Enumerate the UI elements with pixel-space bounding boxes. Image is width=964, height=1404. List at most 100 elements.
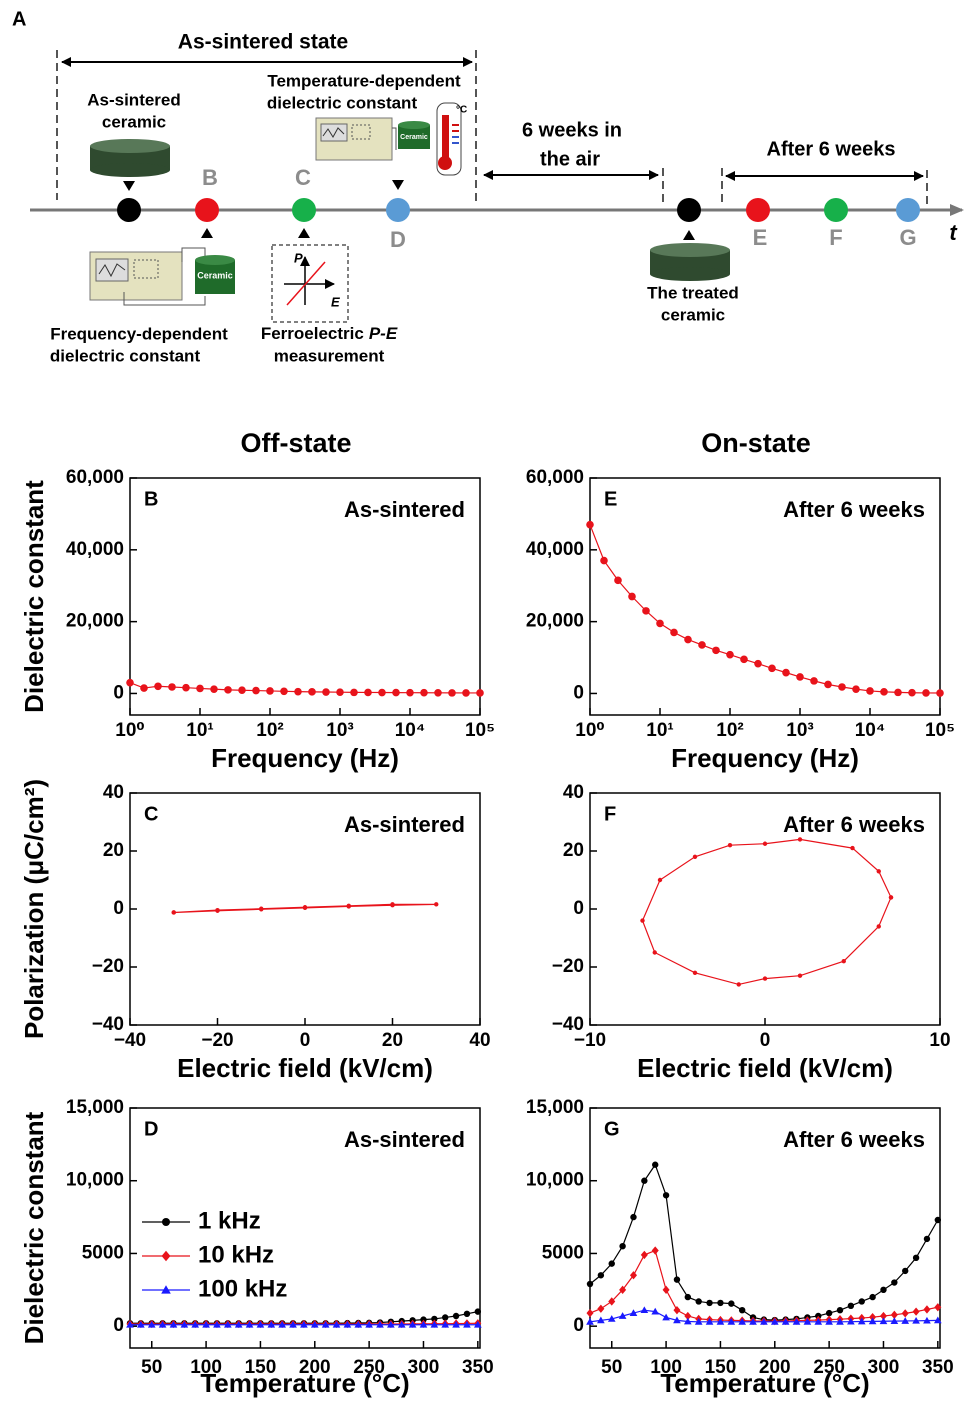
pointer (298, 228, 310, 238)
data-point (597, 1316, 605, 1324)
data-point (619, 1242, 626, 1250)
data-point (814, 1317, 823, 1325)
y-tick-label: −40 (92, 1014, 124, 1035)
keypad (133, 259, 159, 279)
instrument: Ceramic (315, 117, 430, 161)
x-tick-label: 10⁰ (115, 720, 144, 741)
time-axis-label: t (949, 220, 958, 245)
data-point (836, 1317, 844, 1325)
x-axis-label: Temperature (°C) (200, 1368, 409, 1398)
stage-dot (677, 198, 701, 222)
data-point (213, 1320, 221, 1328)
data-point (147, 1320, 156, 1328)
stage-label: G (899, 225, 916, 250)
data-point (890, 1317, 899, 1324)
temperature-label: Temperature-dependent (267, 71, 461, 90)
stage-dot (117, 198, 141, 222)
treated-label: The treated (647, 283, 739, 302)
data-point (727, 1317, 736, 1325)
data-point (728, 1300, 735, 1307)
x-tick-label: 350 (462, 1357, 494, 1378)
ferroelectric-label: Ferroelectric P-E (261, 324, 398, 343)
frequency-label: dielectric constant (50, 346, 201, 365)
y-tick-label: 0 (113, 1315, 124, 1336)
ferroelectric-label: measurement (274, 346, 385, 365)
waveform (98, 263, 126, 278)
data-point (259, 906, 264, 911)
panel-label: B (144, 488, 158, 510)
y-tick-label: 0 (573, 898, 584, 919)
thermometer-bulb (438, 156, 452, 170)
temperature-label: dielectric constant (267, 93, 418, 112)
legend-label: 1 kHz (198, 1207, 261, 1234)
data-point (640, 918, 645, 923)
x-tick-label: 10⁴ (395, 720, 426, 741)
stage-label: E (753, 225, 768, 250)
data-point (397, 1320, 406, 1328)
y-tick-label: 0 (573, 682, 584, 703)
data-point (673, 1316, 681, 1324)
disc-top (650, 243, 730, 257)
panel-label: D (144, 1118, 158, 1140)
y-tick-label: 10,000 (526, 1170, 584, 1191)
data-point (628, 592, 636, 601)
x-tick-label: 10⁴ (855, 720, 886, 741)
y-tick-label: 40 (103, 782, 124, 803)
stage-dot (824, 198, 848, 222)
pe-frame (271, 244, 349, 323)
data-point (267, 1320, 276, 1328)
data-point (762, 841, 768, 846)
data-point (880, 688, 888, 696)
data-point (908, 688, 916, 697)
data-point (256, 1320, 265, 1328)
data-point (607, 1315, 616, 1322)
data-point (738, 1317, 747, 1325)
panel-label: A (12, 8, 26, 30)
annotation: As-sintered (344, 1127, 465, 1152)
series-line (641, 838, 892, 986)
data-point (210, 685, 218, 693)
data-point (597, 1304, 605, 1313)
data-point (934, 1303, 942, 1312)
data-point (847, 1302, 855, 1310)
data-point (430, 1320, 439, 1328)
data-point (452, 1312, 460, 1320)
data-point (933, 1316, 942, 1324)
y-tick-label: 40,000 (66, 539, 124, 560)
data-point (168, 683, 176, 691)
panel-label: G (604, 1118, 620, 1140)
data-point (321, 1320, 330, 1328)
x-tick-label: 250 (813, 1357, 845, 1378)
x-axis-label: Electric field (kV/cm) (177, 1053, 433, 1083)
legend-marker (162, 1218, 170, 1226)
data-point (825, 1309, 833, 1317)
sample-top (195, 255, 235, 265)
stage-dot (386, 198, 410, 222)
data-point (346, 903, 351, 909)
frequency-label: Frequency-dependent (50, 324, 228, 343)
x-tick-label: 50 (601, 1357, 622, 1378)
data-point (630, 1213, 637, 1221)
ceramic-label: ceramic (102, 112, 166, 131)
data-point (901, 1317, 910, 1324)
pointer (392, 180, 404, 190)
x-tick-label: 10 (929, 1030, 950, 1051)
data-point (716, 1317, 725, 1325)
data-point (749, 1317, 757, 1325)
stage-label: F (829, 225, 842, 250)
x-tick-label: 300 (408, 1357, 440, 1378)
x-tick-label: 50 (141, 1357, 162, 1378)
data-point (923, 1316, 931, 1324)
data-point (922, 689, 930, 697)
y-tick-label: 20 (563, 840, 584, 861)
x-tick-label: 10⁵ (465, 720, 495, 741)
data-point (154, 682, 162, 691)
y-tick-label: 0 (113, 682, 124, 703)
data-point (692, 854, 698, 859)
data-point (614, 576, 622, 585)
x-axis-label: Frequency (Hz) (671, 743, 859, 773)
legend-marker (161, 1250, 171, 1262)
data-point (891, 1279, 898, 1286)
legend-label: 100 kHz (198, 1275, 287, 1302)
y-axis-label: Dielectric constant (19, 1111, 49, 1344)
